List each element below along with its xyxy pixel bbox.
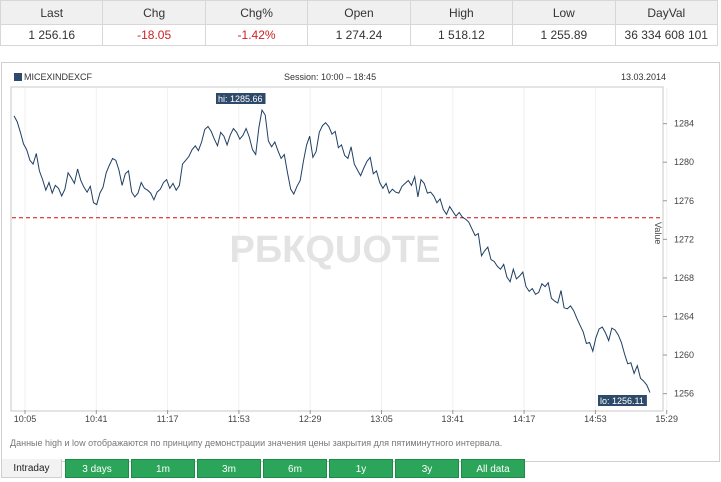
lo-label-text: lo: 1256.11 (600, 396, 644, 406)
x-tick-label: 14:53 (584, 414, 607, 424)
hi-label-box (216, 93, 266, 104)
header-high: High (409, 0, 514, 25)
range-tabs: Intraday 3 days 1m 3m 6m 1y 3y All data (0, 459, 721, 482)
value-high: 1 518.12 (409, 24, 514, 46)
quote-table: Last Chg Chg% Open High Low DayVal 1 256… (0, 0, 719, 46)
tab-6m[interactable]: 6m (263, 459, 327, 478)
tab-all-data[interactable]: All data (461, 459, 525, 478)
x-tick-label: 13:41 (442, 414, 465, 424)
hi-label: hi: 1285.66 (216, 93, 266, 104)
chart-header: MICEXINDEXCF Session: 10:00 – 18:45 13.0… (14, 72, 666, 86)
tab-intraday[interactable]: Intraday (1, 459, 62, 478)
quote-header-row: Last Chg Chg% Open High Low DayVal (0, 0, 719, 25)
y-tick-label: 1272 (674, 234, 694, 244)
tab-1y[interactable]: 1y (329, 459, 393, 478)
y-axis-label: Value (653, 222, 663, 244)
x-axis: 10:05 10:41 11:17 11:53 12:29 13:05 13:41 14:17… (14, 410, 678, 424)
y-tick-label: 1260 (674, 350, 694, 360)
value-dayval: 36 334 608 101 (614, 24, 719, 46)
header-dayval: DayVal (614, 0, 719, 25)
tab-3-days[interactable]: 3 days (65, 459, 129, 478)
series-color-swatch (14, 73, 22, 81)
price-series-line (13, 108, 651, 393)
x-tick-label: 15:29 (655, 414, 678, 424)
x-tick-label: 11:17 (157, 414, 179, 424)
x-tick-label: 10:41 (85, 414, 108, 424)
lo-label: lo: 1256.11 (598, 395, 647, 406)
y-tick-label: 1284 (674, 119, 694, 129)
chart-date: 13.03.2014 (620, 72, 666, 82)
y-axis: 1284 1280 1276 1272 1268 1264 1260 1256 (663, 119, 694, 399)
value-open: 1 274.24 (307, 24, 411, 46)
y-tick-label: 1256 (674, 389, 694, 399)
x-tick-label: 13:05 (370, 414, 393, 424)
tab-3m[interactable]: 3m (197, 459, 261, 478)
y-tick-label: 1280 (674, 157, 694, 167)
lo-label-box (598, 395, 647, 406)
x-tick-label: 10:05 (14, 414, 37, 424)
watermark-logo: РБКQUOTE (230, 229, 441, 271)
y-tick-label: 1276 (674, 196, 694, 206)
header-open: Open (307, 0, 411, 25)
x-tick-label: 14:17 (513, 414, 536, 424)
tab-3y[interactable]: 3y (395, 459, 459, 478)
chart-symbol: MICEXINDEXCF (14, 72, 92, 82)
tab-1m[interactable]: 1m (131, 459, 195, 478)
hi-label-text: hi: 1285.66 (218, 94, 263, 104)
chart-session: Session: 10:00 – 18:45 (284, 72, 377, 82)
footnote: Данные high и low отображаются по принци… (10, 438, 503, 448)
quote-value-row: 1 256.16 -18.05 -1.42% 1 274.24 1 518.12… (0, 24, 719, 46)
y-tick-label: 1264 (674, 312, 694, 322)
header-last: Last (0, 0, 104, 25)
vertical-grid (24, 88, 668, 410)
chart-symbol-label: MICEXINDEXCF (24, 72, 93, 82)
value-last: 1 256.16 (0, 24, 104, 46)
value-low: 1 255.89 (512, 24, 616, 46)
x-tick-label: 11:53 (228, 414, 250, 424)
value-chg-pct: -1.42% (204, 24, 309, 46)
y-tick-label: 1268 (674, 273, 694, 283)
x-tick-label: 12:29 (299, 414, 322, 424)
header-low: Low (512, 0, 616, 25)
